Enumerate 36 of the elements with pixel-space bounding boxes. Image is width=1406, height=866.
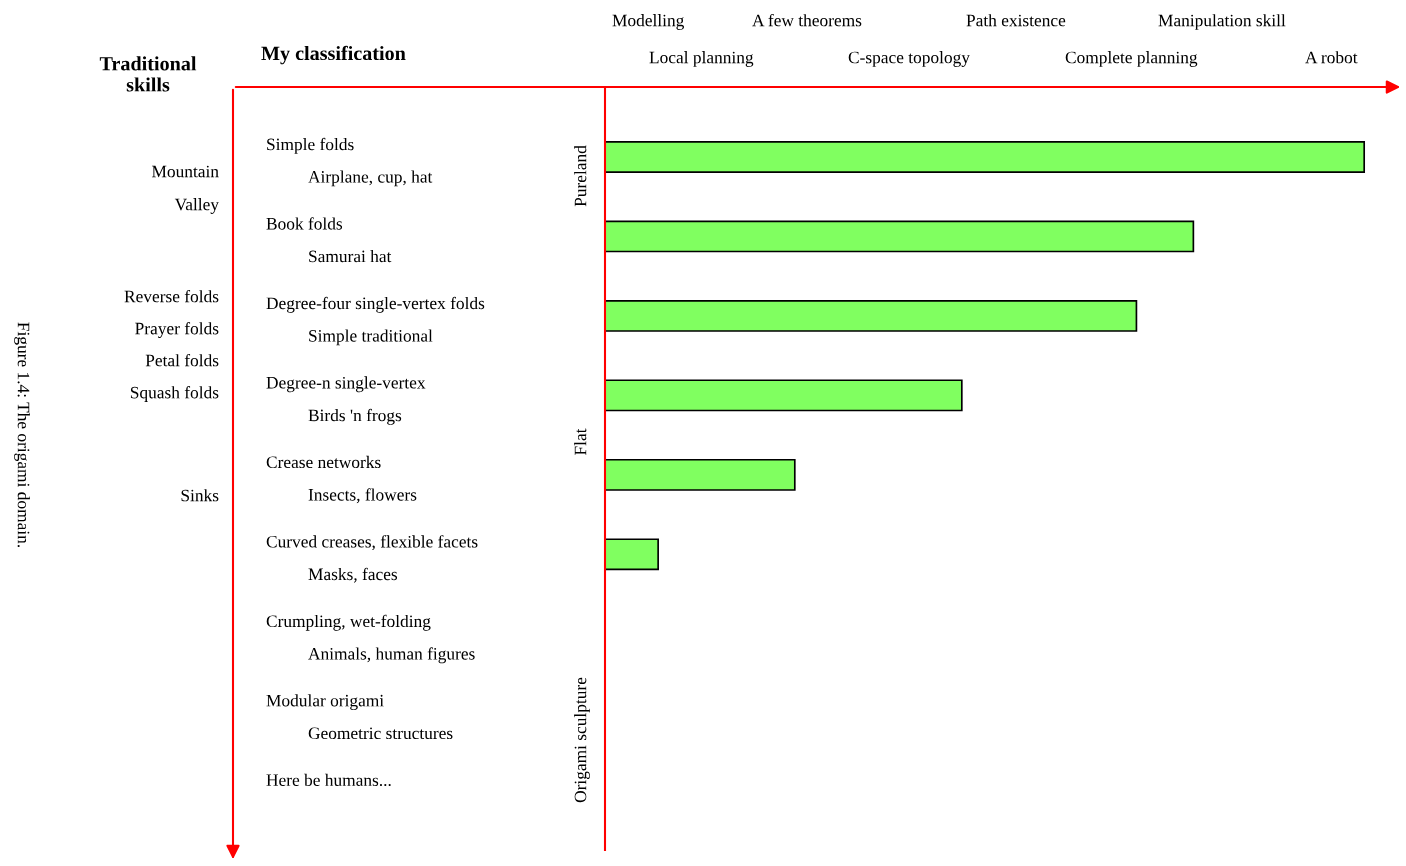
text: C-space topology — [848, 51, 970, 67]
y-tick-label: Simple folds Airplane, cup, hat — [267, 137, 433, 187]
y-tick-label: Curved creases, flexible facets Masks, faces — [266, 535, 478, 583]
y-tick-label: Crumpling, wet-folding Animals, human figures — [266, 614, 475, 664]
y-tick-label: Crease networks Insects, flowers — [266, 455, 417, 504]
text: Squash folds — [130, 386, 219, 402]
text: Prayer folds — [135, 322, 219, 338]
text: Manipulation skill — [1158, 14, 1286, 30]
y-tick-label: Here be humans... — [266, 773, 391, 787]
text: Mountain — [151, 165, 219, 178]
text: Path existence — [966, 14, 1066, 27]
text: A few theorems — [752, 13, 862, 27]
text: Reverse folds — [124, 289, 219, 303]
text: My classification — [261, 45, 406, 65]
bar — [605, 220, 1195, 253]
y-tick-label: Modular origami Geometric structures — [266, 694, 453, 740]
bar — [605, 141, 1366, 173]
y-tick-label: Book folds Samurai hat — [266, 217, 392, 263]
y-tick-label: Degree-n single-vertex Birds 'n frogs — [266, 376, 426, 425]
bar — [605, 538, 659, 571]
text: Origami sculpture — [574, 677, 590, 803]
text: Sinks — [181, 489, 219, 502]
text: A robot — [1305, 51, 1358, 64]
text: Valley — [174, 198, 219, 214]
bar — [605, 458, 796, 491]
text: Flat — [574, 428, 587, 455]
bar — [605, 299, 1138, 332]
caption: Figure 1.4: The origami domain. — [14, 322, 30, 548]
text: Complete planning — [1065, 51, 1198, 67]
text: Traditional skills — [99, 56, 197, 92]
text: Local planning — [649, 51, 754, 67]
text: Modelling — [612, 14, 684, 30]
text: Petal folds — [145, 353, 219, 367]
bar — [605, 379, 963, 412]
y-tick-label: Degree-four single-vertex folds Simple traditional — [266, 296, 485, 346]
text: Pureland — [574, 145, 587, 207]
